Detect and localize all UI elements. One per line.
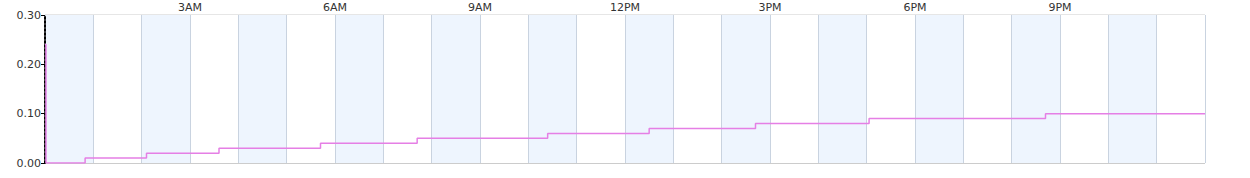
svg-text:9PM: 9PM [1048, 1, 1071, 14]
svg-text:0.10: 0.10 [17, 107, 42, 120]
svg-text:6PM: 6PM [903, 1, 926, 14]
svg-text:3AM: 3AM [178, 1, 202, 14]
svg-text:12PM: 12PM [610, 1, 640, 14]
svg-text:0.00: 0.00 [17, 157, 42, 170]
svg-text:3PM: 3PM [758, 1, 781, 14]
svg-text:0.20: 0.20 [17, 58, 42, 71]
svg-text:6AM: 6AM [323, 1, 347, 14]
svg-text:9AM: 9AM [468, 1, 492, 14]
svg-text:0.30: 0.30 [17, 9, 42, 22]
